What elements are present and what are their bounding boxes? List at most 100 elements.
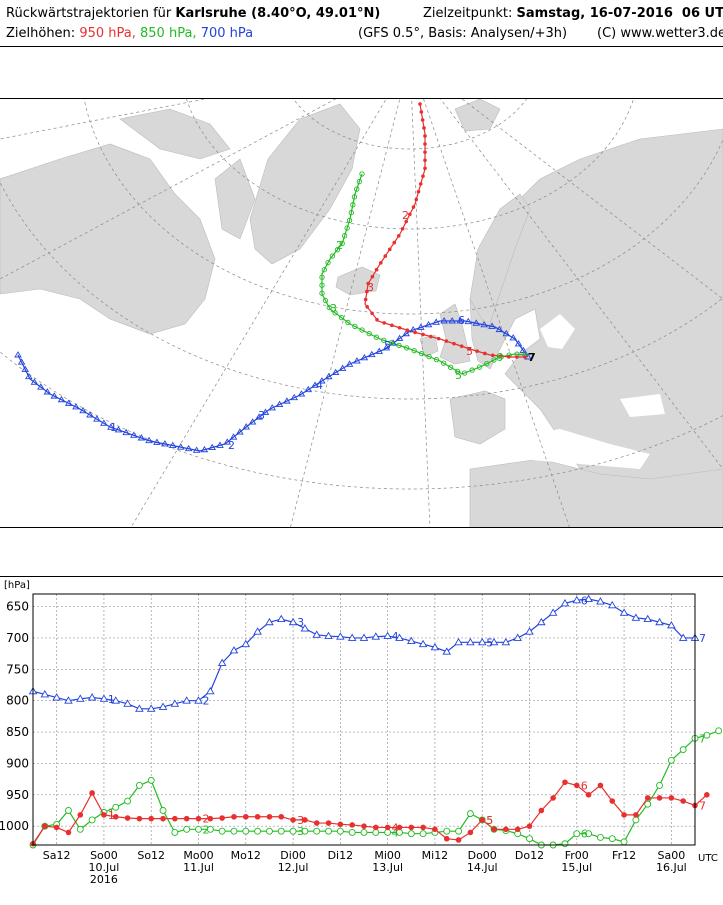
- map-marker-950: [397, 325, 402, 330]
- point-850: [384, 828, 392, 836]
- day-label-850: 4: [392, 826, 399, 839]
- point-700: [607, 600, 617, 609]
- point-950: [183, 815, 190, 822]
- map-marker-700: [223, 438, 232, 445]
- day-label-700: 2: [203, 695, 210, 708]
- map-marker-700: [176, 443, 185, 450]
- point-850: [195, 825, 202, 833]
- point-950: [633, 812, 639, 818]
- map-marker-700: [290, 393, 299, 401]
- point-850: [206, 825, 214, 833]
- map-marker-850: [351, 194, 358, 200]
- location: Karlsruhe (8.40°O, 49.01°N): [175, 6, 381, 21]
- day-label-850: 2: [203, 823, 210, 836]
- point-700: [265, 617, 274, 626]
- map-marker-700: [192, 446, 201, 453]
- map-marker-850: [469, 367, 475, 373]
- point-950: [53, 824, 60, 831]
- map-marker-700: [283, 397, 291, 404]
- map-marker-950: [418, 182, 423, 186]
- map-marker-700: [261, 408, 270, 415]
- x-tick-label: Mo12: [231, 849, 261, 862]
- map-marker-850: [325, 260, 331, 266]
- pressure-chart: [hPa] 650 700 750 800 850 900 950 1000 Sa12 So00…: [0, 576, 723, 900]
- map-marker-700: [360, 353, 369, 361]
- point-950: [467, 829, 474, 836]
- map-marker-850: [332, 310, 338, 316]
- point-950: [65, 829, 72, 836]
- point-700: [182, 696, 191, 704]
- map-marker-950: [467, 346, 472, 351]
- point-700: [466, 637, 475, 646]
- x-tick-label: Mo00: [183, 849, 213, 862]
- day-label-700: 5: [486, 636, 493, 649]
- map-marker-950: [428, 334, 433, 339]
- map-marker-700: [248, 418, 257, 425]
- point-700: [241, 639, 251, 648]
- point-700: [312, 630, 321, 638]
- x-tick-label: Do12: [515, 849, 544, 862]
- map-marker-700: [168, 441, 177, 449]
- map-marker-850: [338, 314, 345, 321]
- day-label-950: 2: [203, 813, 210, 826]
- point-850: [124, 797, 132, 805]
- point-700: [194, 696, 203, 704]
- day-label-850: 1: [108, 806, 115, 819]
- map-marker-950: [413, 330, 417, 335]
- point-850: [336, 827, 344, 835]
- point-850: [230, 827, 238, 835]
- point-950: [503, 826, 509, 833]
- map-marker-950: [411, 205, 416, 209]
- point-850: [147, 776, 155, 784]
- greenland: [249, 103, 361, 265]
- point-950: [42, 823, 48, 829]
- map-marker-850: [354, 186, 360, 192]
- x-tick-date: 14.Jul: [467, 861, 498, 874]
- point-700: [596, 597, 605, 605]
- point-950: [231, 813, 237, 820]
- point-850: [325, 827, 332, 835]
- north-america: [0, 143, 216, 335]
- point-850: [679, 746, 687, 754]
- map-marker-950: [375, 317, 379, 322]
- map-marker-700: [145, 436, 153, 444]
- map-marker-700: [25, 372, 33, 380]
- map-marker-700: [424, 320, 433, 328]
- map-marker-700: [519, 346, 528, 353]
- series-line-700: [32, 598, 695, 710]
- map-marker-950: [423, 150, 427, 154]
- point-850: [183, 825, 191, 833]
- map-marker-850: [411, 348, 417, 354]
- point-950: [136, 815, 143, 822]
- point-950: [585, 792, 592, 798]
- point-700: [477, 637, 487, 646]
- level-850-label: 850 hPa,: [140, 26, 197, 41]
- x-tick-label: Fr00: [565, 849, 589, 862]
- point-700: [667, 620, 676, 629]
- map-marker-850: [348, 209, 354, 216]
- point-950: [408, 824, 415, 831]
- day-label-850: 6: [581, 828, 588, 841]
- map-marker-950: [363, 297, 368, 302]
- header: Rückwärtstrajektorien für Karlsruhe (8.4…: [0, 0, 723, 47]
- map-marker-950: [418, 102, 422, 106]
- map-marker-700: [86, 411, 94, 418]
- mediterranean: [505, 429, 650, 469]
- point-850: [242, 827, 250, 835]
- map-marker-950: [423, 158, 427, 163]
- map-marker-950: [483, 351, 487, 356]
- point-700: [442, 647, 452, 655]
- map-marker-700: [318, 377, 326, 384]
- point-950: [77, 812, 84, 818]
- point-950: [112, 813, 119, 820]
- day-label-850: 7: [699, 732, 706, 745]
- point-700: [288, 617, 298, 626]
- map-marker-700: [409, 326, 417, 333]
- point-850: [561, 840, 569, 848]
- point-950: [313, 820, 320, 826]
- point-850: [573, 830, 581, 838]
- map-marker-700: [382, 344, 391, 351]
- map-marker-950: [423, 166, 427, 171]
- map-marker-700: [50, 392, 59, 399]
